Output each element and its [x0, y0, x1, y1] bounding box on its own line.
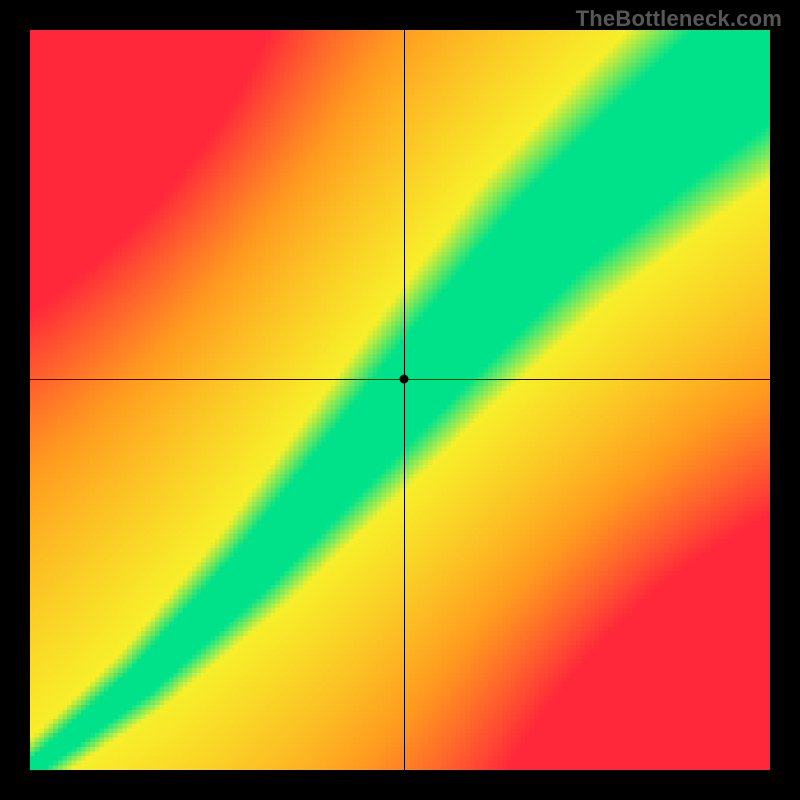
watermark-text: TheBottleneck.com: [576, 6, 782, 32]
crosshair-vertical: [404, 30, 405, 770]
plot-frame: [30, 30, 770, 770]
crosshair-dot: [399, 374, 408, 383]
bottleneck-heatmap: [30, 30, 770, 770]
